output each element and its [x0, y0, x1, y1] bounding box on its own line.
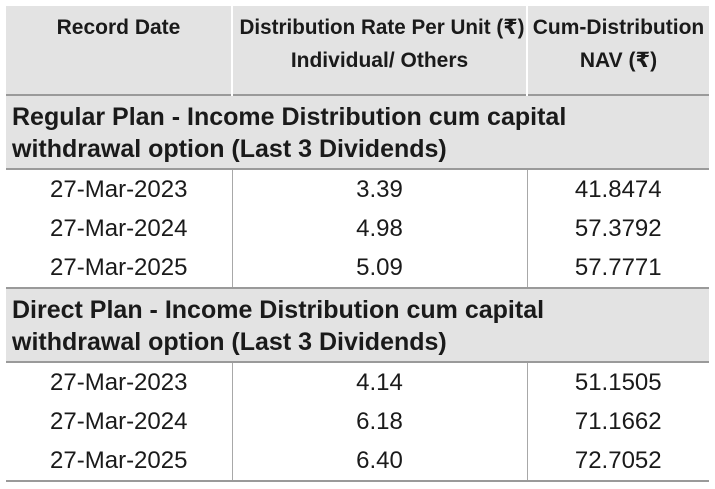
- nav-cell: 71.1662: [526, 402, 709, 441]
- record-date-cell: 27-Mar-2025: [6, 441, 232, 482]
- header-rate-line1: Distribution Rate Per Unit (₹): [239, 16, 525, 39]
- distribution-rate-cell: 6.40: [231, 441, 527, 482]
- table-row: 27-Mar-2023 4.14 51.1505: [6, 362, 709, 402]
- header-rate-line2: Individual/ Others: [290, 49, 469, 72]
- nav-cell: 51.1505: [526, 362, 709, 402]
- section-header-direct-plan: Direct Plan - Income Distribution cum ca…: [6, 287, 709, 363]
- nav-cell: 57.3792: [526, 209, 709, 248]
- record-date-cell: 27-Mar-2024: [50, 408, 188, 435]
- header-distribution-rate: Distribution Rate Per Unit (₹) Individua…: [231, 6, 527, 95]
- section-title-line2: withdrawal option (Last 3 Dividends): [12, 328, 447, 356]
- record-date-cell: 27-Mar-2023: [50, 176, 188, 203]
- header-row: Record Date Distribution Rate Per Unit (…: [6, 6, 709, 95]
- record-date-cell: 27-Mar-2023: [50, 369, 188, 396]
- distribution-rate-cell: 4.14: [231, 362, 527, 402]
- header-record-date-label: Record Date: [56, 16, 181, 39]
- distribution-rate-cell: 6.18: [231, 402, 527, 441]
- section-title-regular: Regular Plan - Income Distribution cum c…: [6, 94, 709, 170]
- distribution-rate-cell: 4.98: [231, 209, 527, 248]
- table-row: 27-Mar-2024 6.18 71.1662: [6, 402, 709, 441]
- record-date-cell: 27-Mar-2025: [50, 254, 188, 281]
- section-title-line1: Direct Plan - Income Distribution cum ca…: [12, 296, 545, 324]
- table-row: 27-Mar-2023 3.39 41.8474: [6, 169, 709, 209]
- section-title-direct: Direct Plan - Income Distribution cum ca…: [6, 287, 709, 363]
- distribution-rate-cell: 3.39: [231, 169, 527, 209]
- table-row: 27-Mar-2025 6.40 72.7052: [6, 441, 709, 482]
- header-cum-distribution-nav: Cum-Distribution NAV (₹): [526, 6, 709, 95]
- section-title-line2: withdrawal option (Last 3 Dividends): [12, 135, 447, 163]
- header-nav-line2: NAV (₹): [579, 49, 658, 72]
- section-header-regular-plan: Regular Plan - Income Distribution cum c…: [6, 94, 709, 170]
- nav-cell: 57.7771: [526, 248, 709, 288]
- header-record-date: Record Date: [6, 6, 232, 95]
- record-date-cell: 27-Mar-2024: [50, 215, 188, 242]
- section-title-line1: Regular Plan - Income Distribution cum c…: [12, 103, 567, 131]
- header-nav-line1: Cum-Distribution: [532, 16, 705, 39]
- distribution-table: Record Date Distribution Rate Per Unit (…: [6, 6, 709, 482]
- distribution-rate-cell: 5.09: [231, 248, 527, 288]
- table-row: 27-Mar-2024 4.98 57.3792: [6, 209, 709, 248]
- nav-cell: 72.7052: [526, 441, 709, 482]
- nav-cell: 41.8474: [526, 169, 709, 209]
- table-row: 27-Mar-2025 5.09 57.7771: [6, 248, 709, 288]
